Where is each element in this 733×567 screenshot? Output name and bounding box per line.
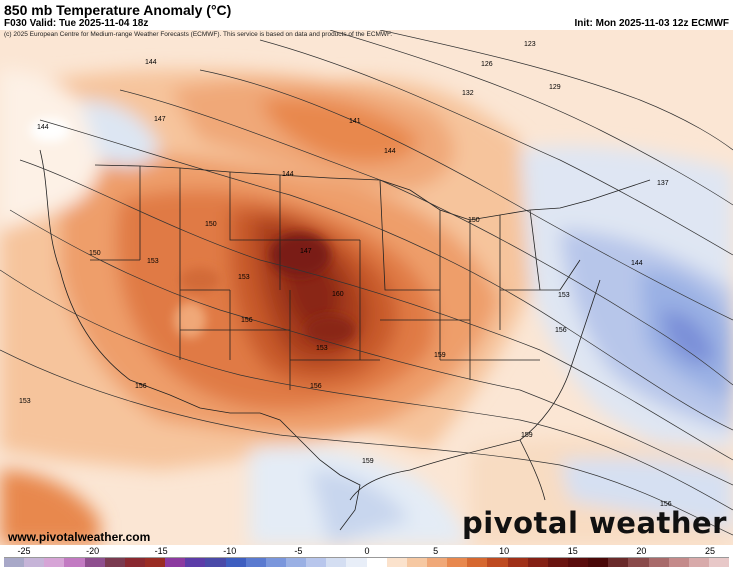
contour-label: 153: [238, 274, 250, 281]
color-scale-swatch: [64, 558, 85, 567]
florida: [519, 439, 546, 501]
copyright-credit: (c) 2025 European Centre for Medium-rang…: [4, 31, 393, 38]
color-scale-swatch: [306, 558, 327, 567]
color-scale-swatch: [447, 558, 468, 567]
color-scale-swatch: [185, 558, 206, 567]
contour-label: 156: [660, 501, 672, 508]
color-scale-tick: 0: [364, 546, 370, 556]
color-scale-swatch: [84, 558, 105, 567]
color-scale-swatch: [708, 558, 730, 567]
color-scale: -25 -20 -15 -10 -5 0 5 10 15 20 25: [0, 545, 733, 567]
contour-label: 144: [145, 59, 157, 66]
color-scale-tick: 25: [704, 546, 716, 556]
contour-label: 150: [89, 250, 101, 257]
color-scale-tick: 10: [499, 546, 510, 556]
color-scale-tick: -15: [154, 546, 168, 556]
contour-labels: 123 126 129 132 137 141 144 144 144 144 …: [19, 41, 672, 508]
color-scale-swatch: [165, 558, 186, 567]
color-scale-swatch: [24, 558, 45, 567]
color-scale-swatch: [265, 558, 286, 567]
color-scale-tick: -10: [223, 546, 237, 556]
color-scale-tick: -5: [294, 546, 303, 556]
us-mexico-border: [129, 379, 361, 531]
color-scale-swatch: [547, 558, 568, 567]
contour-label: 150: [205, 221, 217, 228]
contour-label: 153: [316, 345, 328, 352]
contour-label: 156: [135, 383, 147, 390]
color-scale-swatch: [366, 558, 387, 567]
map-panel[interactable]: (c) 2025 European Centre for Medium-rang…: [0, 30, 733, 545]
color-scale-swatch: [648, 558, 669, 567]
color-scale-tick: 15: [567, 546, 578, 556]
contour-label: 144: [37, 124, 49, 131]
color-scale-swatch: [608, 558, 629, 567]
color-scale-swatch: [628, 558, 649, 567]
contour-label: 144: [282, 171, 294, 178]
contour-label: 153: [147, 258, 159, 265]
color-scale-bar: [4, 557, 730, 567]
height-contours: [0, 30, 733, 536]
contour-label: 132: [462, 90, 474, 97]
color-scale-swatch: [44, 558, 65, 567]
color-scale-swatch: [588, 558, 609, 567]
contour-label: 144: [631, 260, 643, 267]
contour-label: 156: [310, 383, 322, 390]
contour-label: 126: [481, 61, 493, 68]
color-scale-swatch: [225, 558, 246, 567]
contour-label: 159: [362, 458, 374, 465]
color-scale-swatch: [426, 558, 448, 567]
brand-logo: pivotal weather: [461, 506, 727, 540]
anomaly-detail: [30, 118, 355, 345]
contour-label: 150: [468, 217, 480, 224]
color-scale-ticks: -25 -20 -15 -10 -5 0 5 10 15 20 25: [0, 545, 733, 557]
color-scale-swatch: [507, 558, 528, 567]
west-coast: [39, 149, 131, 381]
contour-label: 160: [332, 291, 344, 298]
contour-label: 144: [384, 148, 396, 155]
color-scale-swatch: [104, 558, 125, 567]
color-scale-swatch: [245, 558, 266, 567]
color-scale-swatch: [144, 558, 166, 567]
color-scale-tick: 5: [433, 546, 439, 556]
color-scale-swatch: [285, 558, 307, 567]
color-scale-swatch: [124, 558, 145, 567]
color-scale-swatch: [668, 558, 689, 567]
color-scale-tick: -20: [86, 546, 100, 556]
color-scale-swatch: [386, 558, 407, 567]
color-scale-swatch: [567, 558, 589, 567]
valid-time: F030 Valid: Tue 2025-11-04 18z: [4, 18, 149, 29]
contour-label: 159: [434, 352, 446, 359]
contour-label: 147: [300, 248, 312, 255]
color-scale-tick: -25: [17, 546, 31, 556]
contour-label: 137: [657, 180, 669, 187]
contour-label: 159: [521, 432, 533, 439]
color-scale-swatch: [467, 558, 488, 567]
contour-label: 141: [349, 118, 361, 125]
contour-label: 129: [549, 84, 561, 91]
site-url: www.pivotalweather.com: [8, 530, 151, 544]
contour-label: 147: [154, 116, 166, 123]
color-scale-tick: 20: [636, 546, 647, 556]
contour-label: 123: [524, 41, 536, 48]
color-scale-swatch: [4, 558, 25, 567]
color-scale-swatch: [406, 558, 427, 567]
map-title: 850 mb Temperature Anomaly (°C): [4, 2, 232, 18]
color-scale-swatch: [527, 558, 548, 567]
contour-label: 153: [19, 398, 31, 405]
color-scale-swatch: [326, 558, 347, 567]
contour-label: 156: [555, 327, 567, 334]
color-scale-swatch: [346, 558, 367, 567]
contour-label: 156: [241, 317, 253, 324]
init-time: Init: Mon 2025-11-03 12z ECMWF: [574, 18, 729, 29]
header-bar: 850 mb Temperature Anomaly (°C) F030 Val…: [0, 0, 733, 30]
contour-label: 153: [558, 292, 570, 299]
color-scale-swatch: [688, 558, 709, 567]
color-scale-swatch: [205, 558, 226, 567]
color-scale-swatch: [487, 558, 508, 567]
anomaly-map[interactable]: 123 126 129 132 137 141 144 144 144 144 …: [0, 30, 733, 545]
